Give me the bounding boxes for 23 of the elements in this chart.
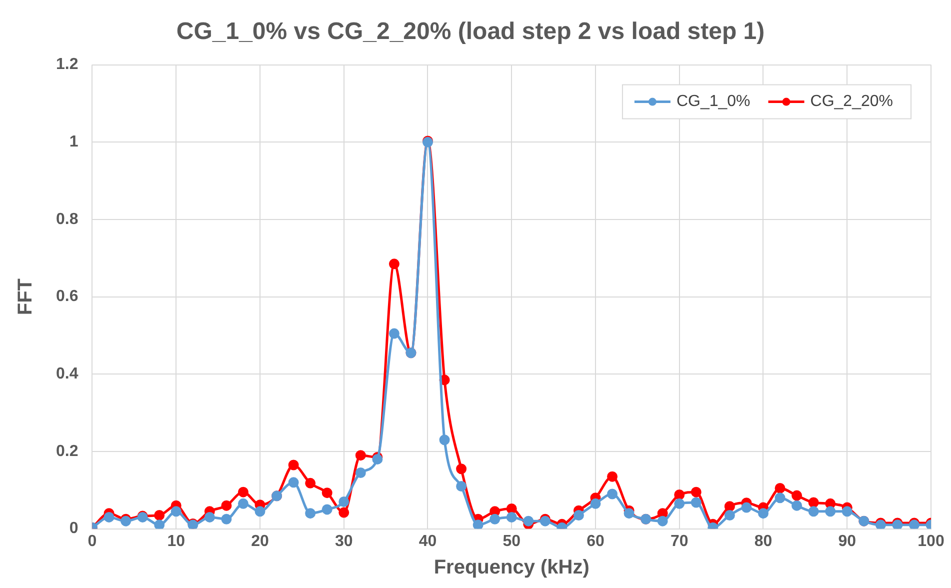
x-tick-label: 40	[418, 532, 437, 550]
y-tick-label: 0.2	[56, 442, 78, 460]
x-tick-label: 100	[918, 532, 944, 550]
y-tick-label: 1.2	[56, 56, 78, 74]
x-tick-label: 70	[670, 532, 688, 550]
y-tick-label: 0.8	[56, 210, 78, 228]
x-tick-label: 30	[334, 532, 353, 550]
x-tick-label: 50	[502, 532, 521, 550]
y-tick-label: 0.4	[56, 366, 78, 383]
x-axis-title: Frequency (kHz)	[434, 556, 590, 579]
legend-label: CG_1_0%	[676, 93, 750, 110]
x-tick-label: 20	[251, 532, 269, 550]
x-tick-label: 0	[88, 532, 97, 550]
x-tick-label: 10	[167, 532, 186, 550]
y-tick-label: 0	[69, 520, 78, 538]
x-tick-label: 60	[586, 532, 604, 550]
x-tick-label: 80	[754, 532, 772, 550]
y-axis-title: FFT	[14, 278, 37, 316]
y-tick-label: 1	[69, 134, 78, 151]
y-tick-label: 0.6	[56, 288, 78, 306]
legend-label: CG_2_20%	[810, 93, 893, 110]
x-tick-label: 90	[838, 532, 856, 550]
chart-title: CG_1_0% vs CG_2_20% (load step 2 vs load step 1)	[176, 18, 765, 46]
